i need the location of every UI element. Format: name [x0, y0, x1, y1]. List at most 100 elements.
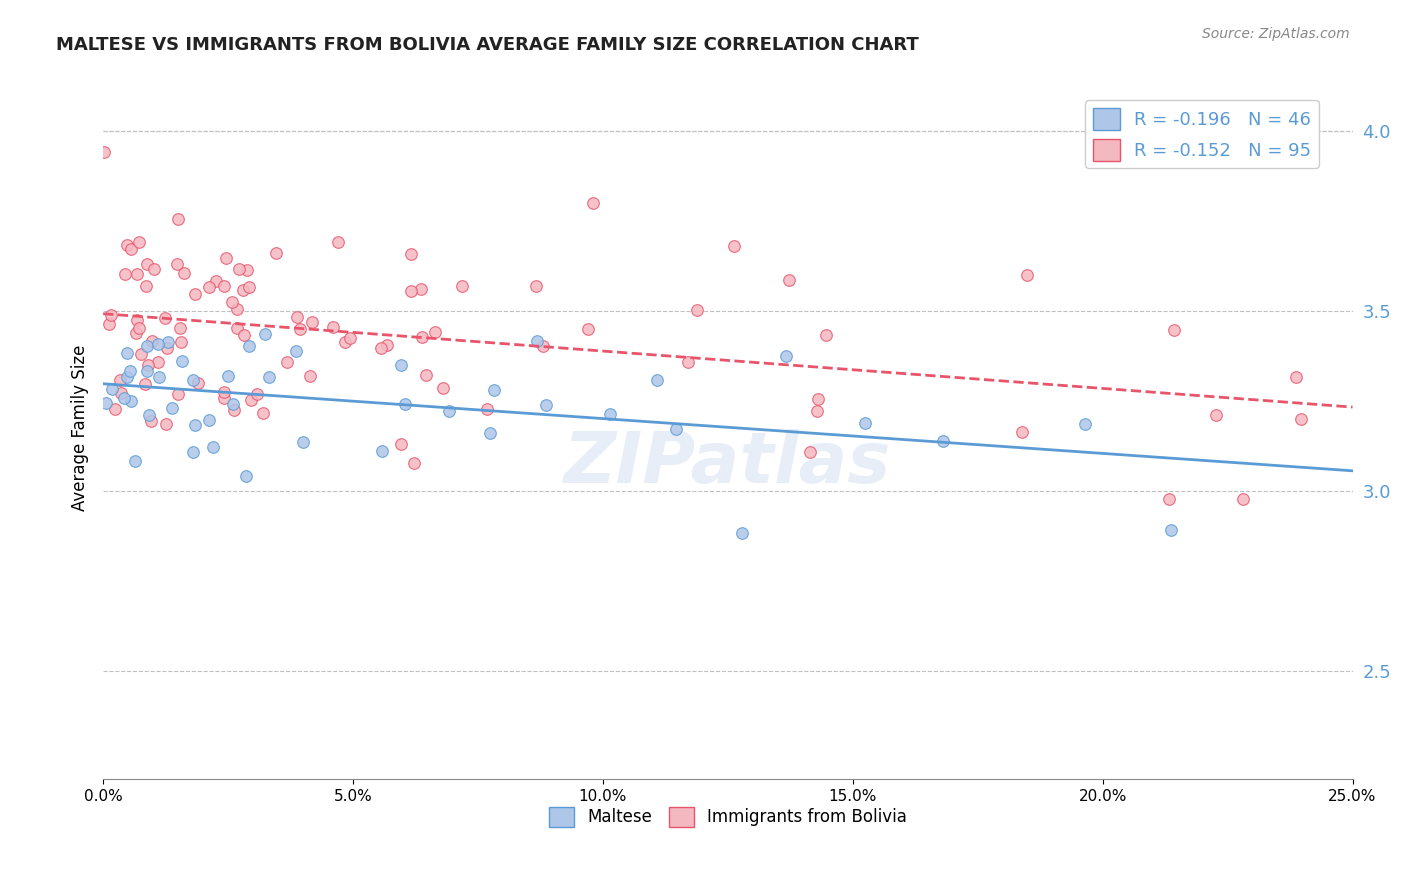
Point [117, 237, 139, 252]
Point [276, 354, 298, 368]
Point [166, 257, 188, 271]
Point [288, 322, 311, 336]
Point [409, 282, 432, 296]
Point [146, 337, 169, 351]
Point [853, 416, 876, 430]
Point [524, 279, 547, 293]
Point [231, 283, 253, 297]
Point [114, 267, 136, 281]
Point [731, 526, 754, 541]
Point [439, 404, 461, 418]
Point [534, 398, 557, 412]
Point [806, 404, 828, 418]
Point [148, 370, 170, 384]
Point [676, 355, 699, 369]
Point [173, 266, 195, 280]
Point [135, 338, 157, 352]
Point [97, 317, 120, 331]
Point [222, 403, 245, 417]
Point [128, 235, 150, 249]
Point [228, 261, 250, 276]
Point [212, 279, 235, 293]
Point [169, 320, 191, 334]
Point [235, 469, 257, 483]
Point [264, 246, 287, 260]
Point [411, 330, 433, 344]
Point [301, 315, 323, 329]
Point [142, 261, 165, 276]
Point [110, 385, 132, 400]
Point [134, 377, 156, 392]
Point [184, 417, 207, 432]
Point [120, 394, 142, 409]
Point [665, 422, 688, 436]
Point [645, 373, 668, 387]
Point [423, 325, 446, 339]
Point [399, 284, 422, 298]
Point [723, 239, 745, 253]
Point [170, 354, 193, 368]
Point [146, 354, 169, 368]
Point [197, 280, 219, 294]
Point [221, 294, 243, 309]
Point [167, 212, 190, 227]
Point [129, 346, 152, 360]
Point [394, 397, 416, 411]
Point [101, 382, 124, 396]
Point [370, 443, 392, 458]
Point [181, 373, 204, 387]
Point [120, 364, 142, 378]
Point [259, 370, 281, 384]
Point [205, 274, 228, 288]
Point [236, 263, 259, 277]
Point [484, 383, 506, 397]
Point [807, 392, 830, 407]
Point [370, 341, 392, 355]
Point [96, 396, 118, 410]
Point [115, 370, 138, 384]
Point [100, 308, 122, 322]
Point [1232, 492, 1254, 507]
Point [155, 417, 177, 431]
Point [778, 273, 800, 287]
Point [120, 242, 142, 256]
Point [389, 359, 412, 373]
Point [375, 338, 398, 352]
Point [322, 320, 344, 334]
Point [115, 345, 138, 359]
Point [198, 413, 221, 427]
Point [214, 391, 236, 405]
Point [153, 311, 176, 326]
Point [233, 327, 256, 342]
Point [127, 268, 149, 282]
Point [932, 434, 955, 448]
Text: ZIPatlas: ZIPatlas [564, 429, 891, 498]
Point [526, 334, 548, 348]
Point [799, 445, 821, 459]
Point [139, 414, 162, 428]
Point [531, 339, 554, 353]
Point [284, 343, 307, 358]
Point [156, 342, 179, 356]
Point [166, 386, 188, 401]
Point [252, 406, 274, 420]
Point [415, 368, 437, 382]
Point [201, 440, 224, 454]
Point [253, 326, 276, 341]
Point [1285, 370, 1308, 384]
Point [291, 435, 314, 450]
Point [104, 401, 127, 416]
Point [138, 408, 160, 422]
Point [187, 376, 209, 391]
Point [215, 251, 238, 265]
Point [450, 279, 472, 293]
Point [93, 145, 115, 160]
Point [108, 373, 131, 387]
Point [1011, 425, 1033, 439]
Point [479, 426, 502, 441]
Point [183, 286, 205, 301]
Point [1073, 417, 1095, 432]
Point [239, 392, 262, 407]
Point [124, 454, 146, 468]
Point [582, 195, 605, 210]
